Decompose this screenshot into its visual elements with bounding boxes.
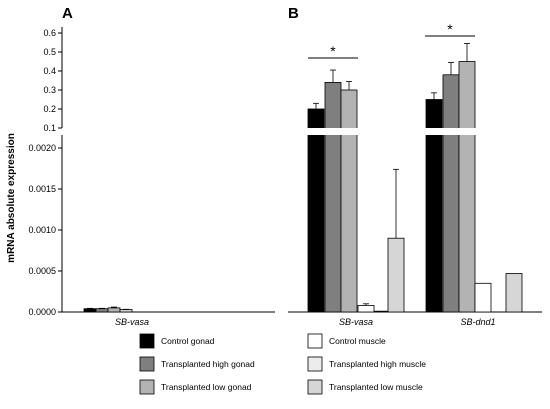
bar <box>442 74 460 313</box>
legend-swatch <box>139 333 155 349</box>
y-tick-label: 0.0005 <box>28 266 56 276</box>
y-tick-label: 0.4 <box>43 66 56 76</box>
bar <box>83 308 97 313</box>
y-tick-label: 0.0010 <box>28 225 56 235</box>
panel-a-lower-ticks: 0.0000 0.0005 0.0010 0.0015 0.0020 <box>28 143 62 317</box>
bar <box>505 273 523 313</box>
bar <box>387 237 405 313</box>
legend-label: Transplanted high muscle <box>329 359 426 369</box>
bar <box>474 282 492 313</box>
bar <box>307 108 325 313</box>
panel-a-upper-ticks: 0.1 0.2 0.3 0.4 0.5 0.6 <box>43 28 62 133</box>
panel-b-axis-break <box>300 128 500 135</box>
bar <box>458 61 476 313</box>
y-tick-label: 0.0000 <box>28 307 56 317</box>
bar <box>107 307 121 313</box>
panel-label-a: A <box>62 5 73 22</box>
legend-swatch <box>139 356 155 372</box>
bar <box>340 89 358 313</box>
legend-label: Control muscle <box>329 336 386 346</box>
legend-swatch <box>307 333 323 349</box>
significance-dnd1: * <box>425 21 475 37</box>
panel-b-category-sb-dnd1: SB-dnd1 <box>460 317 495 327</box>
y-tick-label: 0.6 <box>43 28 56 38</box>
bar <box>95 308 109 313</box>
legend: Control gonad Transplanted high gonad Tran… <box>139 333 426 395</box>
y-tick-label: 0.5 <box>43 47 56 57</box>
legend-label: Transplanted low muscle <box>329 382 423 392</box>
panel-label-b: B <box>288 5 299 22</box>
y-tick-label: 0.0020 <box>28 143 56 153</box>
y-tick-label: 0.3 <box>43 85 56 95</box>
panel-a-axes: 0.10.20.30.40.50.6 0.00000.00050.00100.0… <box>28 27 275 317</box>
legend-swatch <box>307 356 323 372</box>
legend-swatch <box>139 379 155 395</box>
legend-label: Transplanted high gonad <box>161 359 255 369</box>
y-tick-label: 0.0015 <box>28 184 56 194</box>
y-tick-label: 0.2 <box>43 104 56 114</box>
bar <box>324 82 342 313</box>
bar <box>119 309 133 313</box>
significance-vasa: * <box>308 43 358 59</box>
panel-a-category-sb-vasa: SB-vasa <box>115 317 149 327</box>
legend-swatch <box>307 379 323 395</box>
y-axis-label: mRNA absolute expression <box>6 133 17 263</box>
panel-b-category-sb-vasa: SB-vasa <box>339 317 373 327</box>
panel-a-bars <box>83 306 133 313</box>
legend-label: Control gonad <box>161 336 215 346</box>
y-tick-label: 0.1 <box>43 123 56 133</box>
bar <box>357 305 375 313</box>
significance-star-vasa: * <box>330 43 336 59</box>
panel-b-bars <box>307 43 523 313</box>
legend-label: Transplanted low gonad <box>161 382 252 392</box>
significance-star-dnd1: * <box>447 21 453 37</box>
